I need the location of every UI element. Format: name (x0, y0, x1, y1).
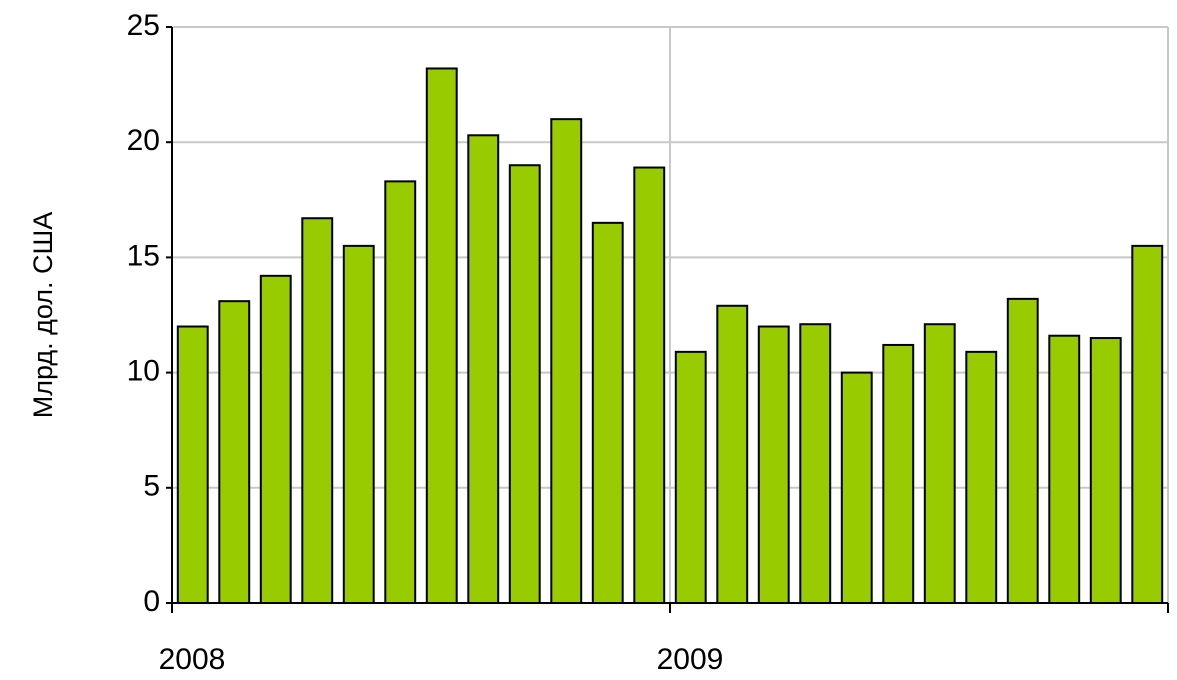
bar (923, 323, 956, 604)
x-tick-label: 2008 (159, 643, 226, 676)
bar (384, 180, 417, 604)
y-tick-label: 5 (143, 470, 160, 503)
bar (633, 166, 666, 604)
bar (882, 343, 915, 604)
x-tick-label: 2009 (657, 643, 724, 676)
bar (1089, 337, 1122, 604)
bar (591, 221, 624, 604)
bar (425, 67, 458, 605)
bar (550, 118, 583, 604)
bar (342, 244, 375, 604)
bar (799, 323, 832, 604)
y-axis-label: Млрд. дол. США (28, 212, 58, 419)
bar (259, 274, 292, 604)
bar (1048, 334, 1081, 604)
y-tick-label: 0 (143, 585, 160, 618)
bar (508, 164, 541, 605)
bar (218, 300, 251, 604)
bar (716, 304, 749, 604)
bar (674, 350, 707, 605)
bar (965, 350, 998, 605)
bar (840, 371, 873, 604)
bar (301, 217, 334, 604)
y-tick-label: 25 (127, 9, 160, 42)
bar (1006, 297, 1039, 604)
bar (176, 325, 209, 604)
y-tick-label: 10 (127, 355, 160, 388)
bar (757, 325, 790, 604)
bar (467, 134, 500, 604)
y-tick-label: 20 (127, 124, 160, 157)
y-tick-label: 15 (127, 239, 160, 272)
bar (1131, 244, 1164, 604)
